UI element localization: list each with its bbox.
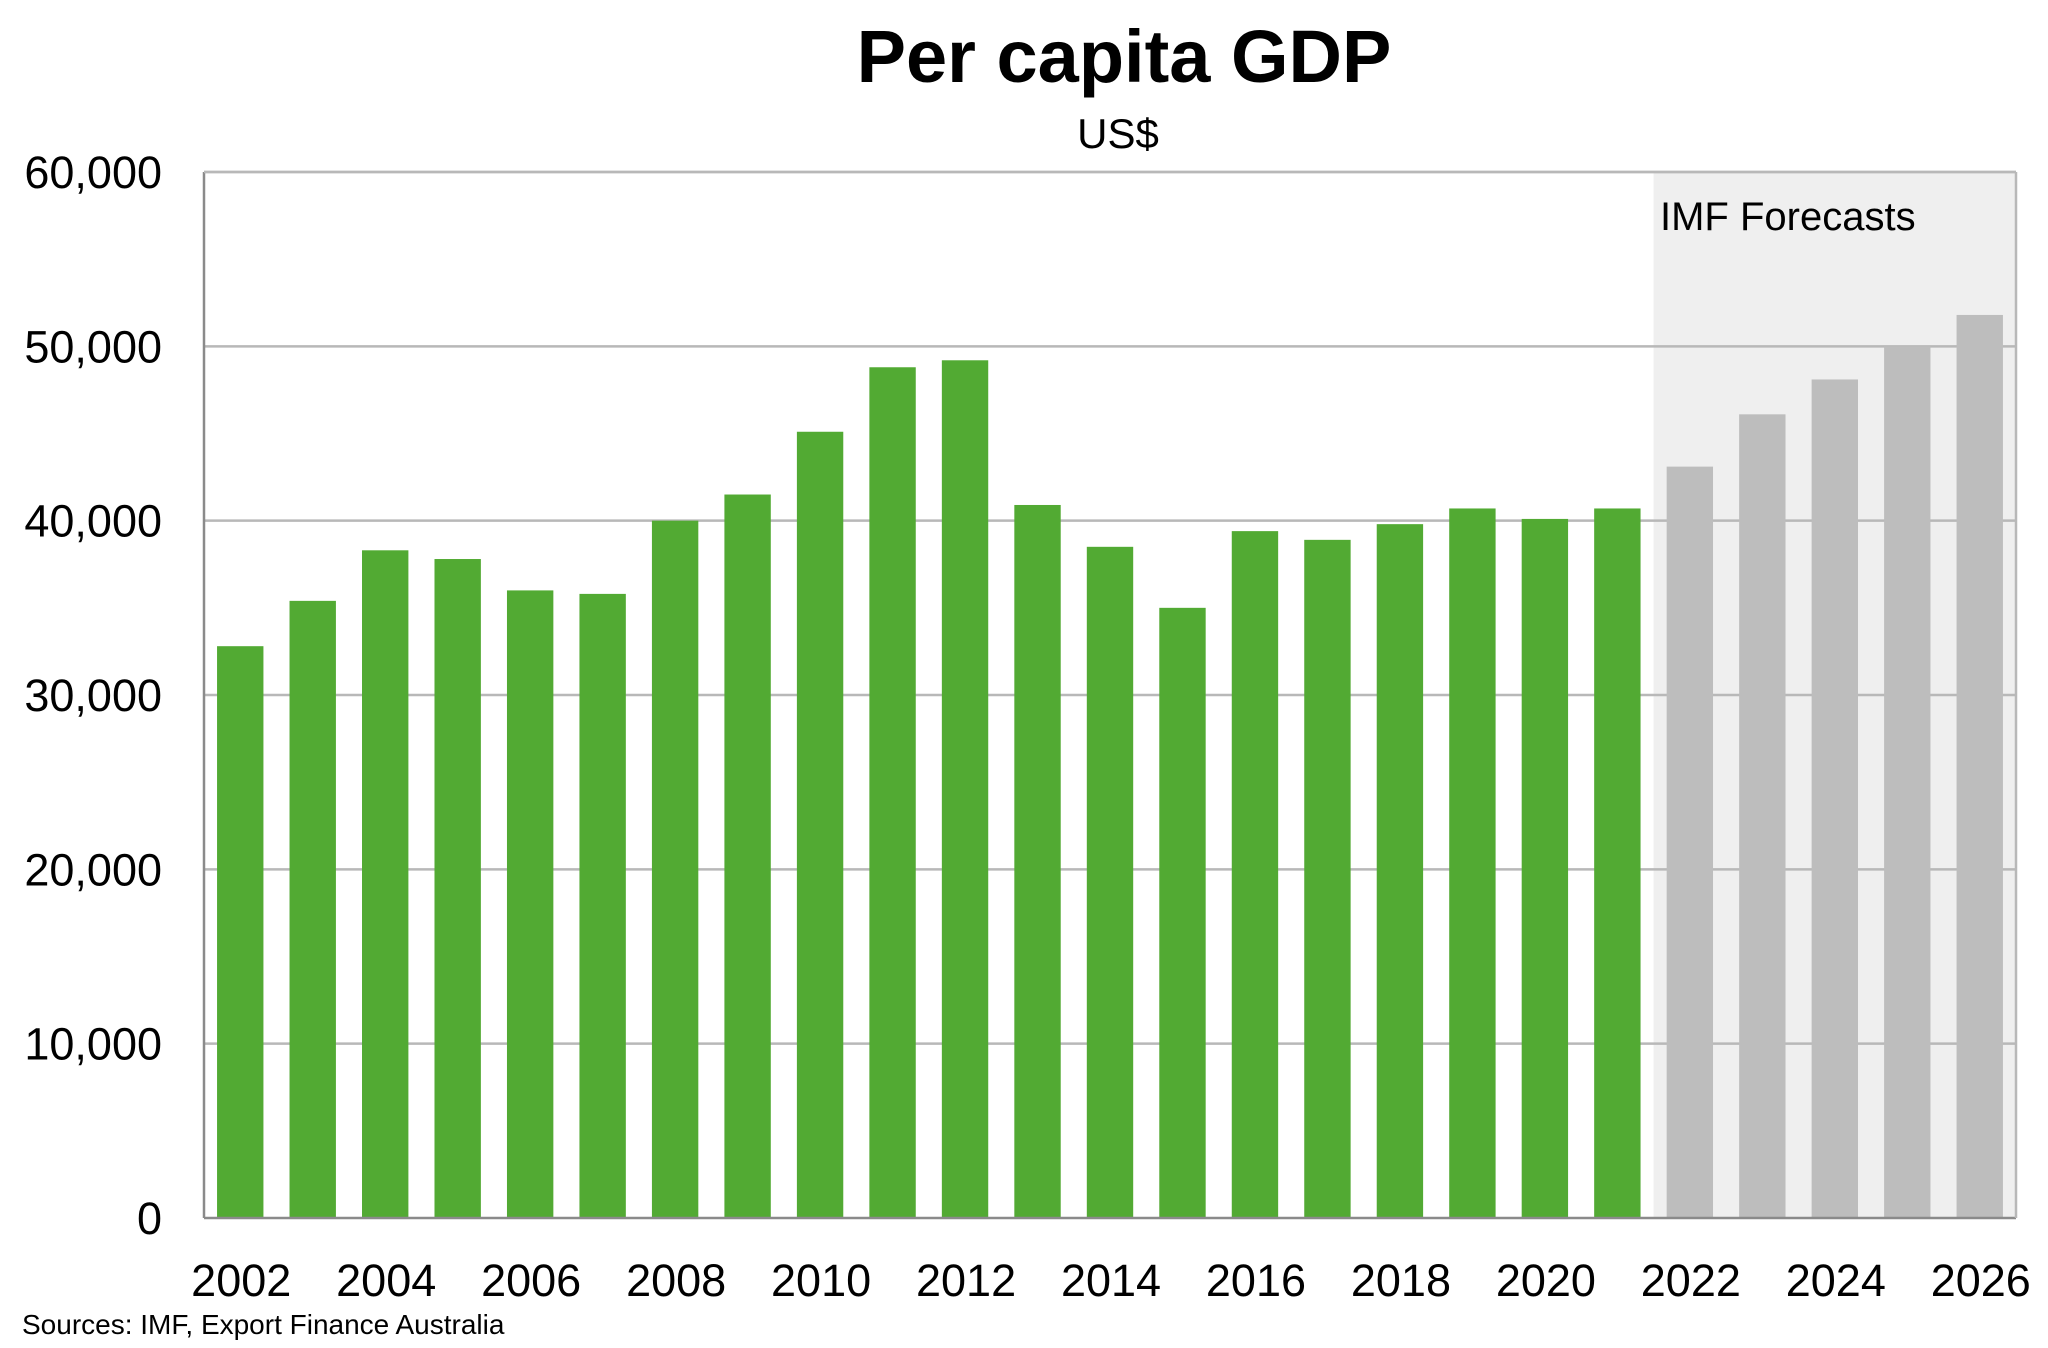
bar-2010 xyxy=(796,431,844,1218)
x-tick-label-2006: 2006 xyxy=(481,1255,581,1306)
chart-title: Per capita GDP xyxy=(857,15,1392,98)
x-tick-label-2018: 2018 xyxy=(1351,1255,1451,1306)
bar-2021 xyxy=(1594,508,1641,1218)
forecast-annotation: IMF Forecasts xyxy=(1660,195,1916,239)
bar-2017 xyxy=(1304,539,1351,1218)
chart-subtitle: US$ xyxy=(1077,110,1159,157)
y-tick-label-40000: 40,000 xyxy=(24,496,162,547)
bar-2006 xyxy=(506,590,554,1218)
y-tick-label-30000: 30,000 xyxy=(24,670,162,721)
bar-2023 xyxy=(1739,414,1786,1218)
x-axis-tick-labels: 2002 2004 2006 2008 2010 2012 2014 2016 2018 2020… xyxy=(191,1255,2031,1306)
bar-2026 xyxy=(1956,314,2003,1218)
x-tick-label-2010: 2010 xyxy=(771,1255,871,1306)
y-tick-label-10000: 10,000 xyxy=(24,1019,162,1070)
x-tick-label-2016: 2016 xyxy=(1206,1255,1306,1306)
y-tick-label-0: 0 xyxy=(137,1193,162,1244)
x-tick-label-2002: 2002 xyxy=(191,1255,291,1306)
y-tick-label-60000: 60,000 xyxy=(24,147,162,198)
bar-2009 xyxy=(724,494,771,1218)
bar-2003 xyxy=(289,600,336,1218)
x-tick-label-2020: 2020 xyxy=(1496,1255,1596,1306)
y-axis-tick-labels: 0 10,000 20,000 30,000 40,000 50,000 60,000 xyxy=(24,147,162,1244)
x-tick-label-2014: 2014 xyxy=(1061,1255,1161,1306)
bar-2018 xyxy=(1376,524,1424,1218)
bar-2004 xyxy=(362,550,409,1218)
x-tick-label-2024: 2024 xyxy=(1786,1255,1886,1306)
bar-2019 xyxy=(1449,508,1496,1218)
y-tick-label-20000: 20,000 xyxy=(24,844,162,895)
bar-2016 xyxy=(1231,531,1279,1218)
bar-2005 xyxy=(434,559,481,1218)
axes xyxy=(202,170,2018,1220)
bar-2012 xyxy=(941,360,989,1218)
bar-2011 xyxy=(869,367,916,1219)
source-note: Sources: IMF, Export Finance Australia xyxy=(22,1309,505,1340)
bar-2014 xyxy=(1086,546,1134,1218)
x-tick-label-2004: 2004 xyxy=(336,1255,436,1306)
bar-2022 xyxy=(1666,466,1714,1219)
bar-2002 xyxy=(217,646,264,1218)
x-tick-label-2022: 2022 xyxy=(1641,1255,1741,1306)
bar-2020 xyxy=(1521,518,1569,1218)
x-tick-label-2012: 2012 xyxy=(916,1255,1016,1306)
bar-2013 xyxy=(1014,504,1061,1218)
bar-2008 xyxy=(651,520,699,1218)
bar-2015 xyxy=(1159,607,1206,1218)
bar-2007 xyxy=(579,593,626,1218)
bar-2024 xyxy=(1811,379,1858,1218)
bars xyxy=(217,314,2003,1219)
bar-2025 xyxy=(1884,346,1931,1218)
x-tick-label-2008: 2008 xyxy=(626,1255,726,1306)
y-tick-label-50000: 50,000 xyxy=(24,321,162,372)
x-tick-label-2026: 2026 xyxy=(1931,1255,2031,1306)
